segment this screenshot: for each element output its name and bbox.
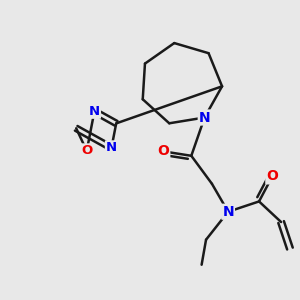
Text: N: N (106, 141, 117, 154)
Text: O: O (266, 169, 278, 183)
Text: N: N (222, 205, 234, 219)
Text: N: N (89, 105, 100, 118)
Text: O: O (158, 144, 169, 158)
Text: O: O (81, 144, 92, 158)
Text: N: N (199, 110, 210, 124)
